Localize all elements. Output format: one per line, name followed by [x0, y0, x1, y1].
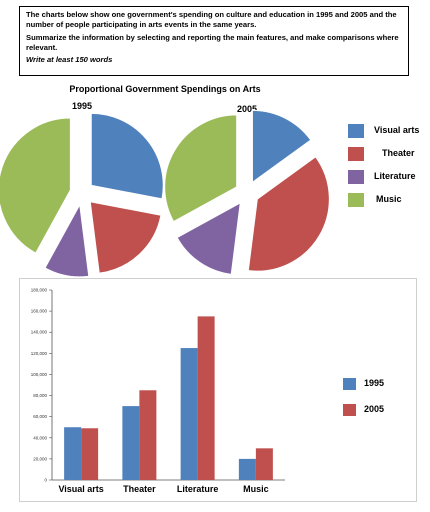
bar-y-tick-label: 40,000	[33, 435, 47, 440]
bar-y-tick-label: 60,000	[33, 414, 47, 419]
pie-legend-swatch-music	[348, 193, 364, 207]
pie-2005-slice-visual-arts	[251, 109, 312, 184]
pie-legend: Visual arts Theater Literature Music	[348, 124, 430, 214]
bar-theater-1995	[122, 406, 140, 480]
pie-legend-swatch-literature	[348, 170, 364, 184]
bar-theater-2005	[139, 390, 157, 480]
bar-literature-2005	[197, 316, 215, 480]
pie-2005-slice-theater	[247, 156, 330, 272]
bar-y-tick-label: 140,000	[31, 330, 48, 335]
bar-legend-swatch-1995	[343, 378, 356, 390]
bar-legend-label-1995: 1995	[364, 378, 385, 388]
pie-1995-slice-theater	[89, 201, 162, 274]
bar-music-1995	[238, 458, 256, 480]
pie-1995-year-label: 1995	[72, 101, 93, 111]
pie-1995-slice-literature	[44, 203, 90, 278]
bar-y-tick-label: 160,000	[31, 309, 48, 314]
task-word-limit: Write at least 150 words	[26, 55, 113, 65]
bar-x-label-literature: Literature	[177, 484, 219, 494]
pie-legend-label-theater: Theater	[382, 148, 415, 158]
bar-visual-arts-2005	[81, 428, 99, 480]
bar-x-label-music: Music	[243, 484, 269, 494]
bar-y-tick-label: 180,000	[31, 288, 48, 293]
pie-legend-label-music: Music	[376, 194, 402, 204]
pie-section-title: Proportional Government Spendings on Art…	[69, 84, 261, 94]
pie-legend-label-visual-arts: Visual arts	[374, 125, 420, 135]
bar-literature-1995	[180, 348, 198, 480]
pie-1995-slice-music	[0, 117, 71, 254]
bar-chart-frame	[19, 278, 417, 502]
bar-y-tick-label: 100,000	[31, 372, 48, 377]
bar-y-tick-label: 0	[44, 478, 47, 483]
pie-legend-swatch-theater	[348, 147, 364, 161]
bar-x-label-visual-arts: Visual arts	[58, 484, 103, 494]
bar-visual-arts-1995	[64, 427, 82, 480]
task-instruction: Summarize the information by selecting a…	[26, 32, 399, 52]
bar-y-tick-label: 120,000	[31, 351, 48, 356]
pie-legend-label-literature: Literature	[374, 171, 416, 181]
pie-2005-slice-music	[164, 114, 238, 223]
pie-legend-swatch-visual-arts	[348, 124, 364, 138]
bar-y-tick-label: 80,000	[33, 393, 47, 398]
bar-legend-label-2005: 2005	[364, 404, 385, 414]
bar-y-tick-label: 20,000	[33, 456, 47, 461]
bar-legend: 1995 2005	[343, 378, 413, 418]
pie-2005-slice-literature	[176, 202, 241, 275]
pie-1995-slice-visual-arts	[90, 112, 164, 200]
pie-2005-year-label: 2005	[237, 104, 258, 114]
bar-legend-swatch-2005	[343, 404, 356, 416]
bar-music-2005	[255, 448, 273, 480]
task-box: The charts below show one government's s…	[19, 6, 409, 76]
bar-x-label-theater: Theater	[123, 484, 156, 494]
task-prompt: The charts below show one government's s…	[26, 10, 397, 29]
